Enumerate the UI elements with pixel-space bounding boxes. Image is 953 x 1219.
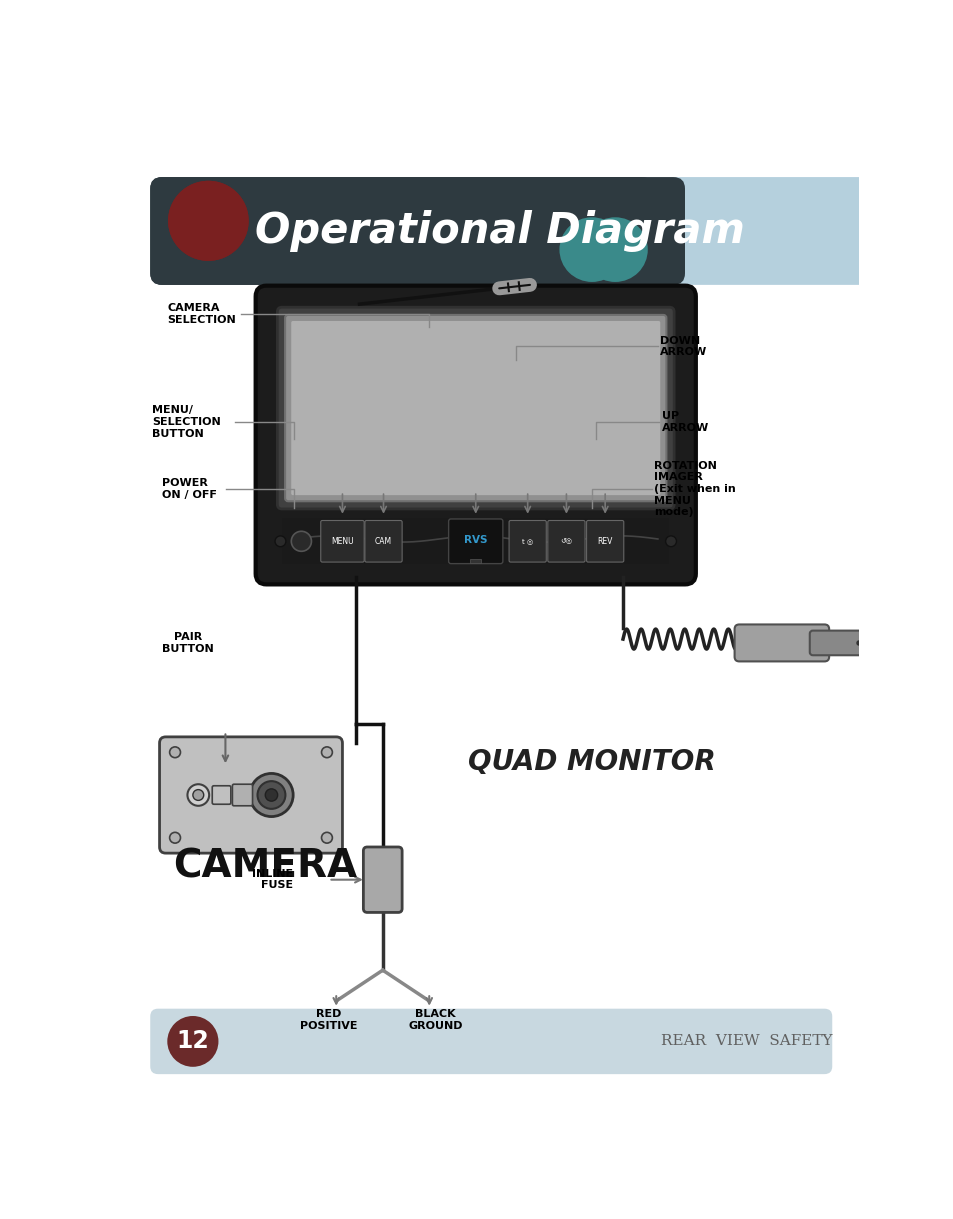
Circle shape — [558, 217, 624, 282]
Circle shape — [167, 1015, 218, 1067]
Circle shape — [187, 784, 209, 806]
Text: MENU/
SELECTION
BUTTON: MENU/ SELECTION BUTTON — [152, 406, 220, 439]
Circle shape — [257, 781, 285, 809]
FancyBboxPatch shape — [572, 177, 869, 285]
Text: PAIR
BUTTON: PAIR BUTTON — [162, 633, 213, 653]
Text: RVS: RVS — [463, 535, 487, 545]
Circle shape — [321, 747, 332, 758]
Text: CAMERA: CAMERA — [173, 847, 357, 885]
FancyBboxPatch shape — [586, 521, 623, 562]
Text: 12: 12 — [176, 1029, 209, 1053]
FancyBboxPatch shape — [233, 784, 253, 806]
FancyBboxPatch shape — [255, 285, 695, 584]
FancyBboxPatch shape — [320, 521, 364, 562]
FancyBboxPatch shape — [448, 519, 502, 563]
Text: CAM: CAM — [375, 536, 392, 546]
Circle shape — [250, 773, 293, 817]
Circle shape — [582, 217, 647, 282]
FancyBboxPatch shape — [150, 1008, 831, 1074]
FancyBboxPatch shape — [809, 630, 865, 656]
Text: Operational Diagram: Operational Diagram — [254, 210, 744, 252]
Circle shape — [170, 747, 180, 758]
FancyBboxPatch shape — [363, 847, 402, 913]
FancyBboxPatch shape — [212, 786, 231, 805]
Text: REAR  VIEW  SAFETY: REAR VIEW SAFETY — [660, 1035, 832, 1048]
Circle shape — [170, 833, 180, 844]
FancyBboxPatch shape — [365, 521, 402, 562]
Circle shape — [168, 180, 249, 261]
Circle shape — [168, 180, 249, 261]
Bar — [282, 518, 669, 564]
FancyBboxPatch shape — [547, 521, 584, 562]
FancyBboxPatch shape — [291, 321, 660, 496]
Text: INLINE
FUSE: INLINE FUSE — [253, 868, 294, 890]
Text: BLACK
GROUND: BLACK GROUND — [408, 1009, 462, 1031]
Text: DOWN
ARROW: DOWN ARROW — [659, 335, 707, 357]
Text: ↺◎: ↺◎ — [559, 539, 572, 545]
FancyBboxPatch shape — [159, 736, 342, 853]
Circle shape — [665, 536, 676, 546]
FancyBboxPatch shape — [509, 521, 546, 562]
Circle shape — [321, 833, 332, 844]
Text: UP
ARROW: UP ARROW — [661, 411, 708, 433]
FancyBboxPatch shape — [285, 315, 666, 501]
FancyBboxPatch shape — [734, 624, 828, 662]
Text: REV: REV — [597, 536, 612, 546]
FancyBboxPatch shape — [150, 177, 654, 285]
Text: t ◎: t ◎ — [521, 539, 533, 545]
Circle shape — [291, 531, 311, 551]
Circle shape — [265, 789, 277, 801]
Text: QUAD MONITOR: QUAD MONITOR — [468, 748, 715, 777]
Text: POWER
ON / OFF: POWER ON / OFF — [162, 478, 216, 500]
Text: MENU: MENU — [331, 536, 354, 546]
Text: RED
POSITIVE: RED POSITIVE — [299, 1009, 356, 1031]
Text: ROTATION
IMAGER
(Exit when in
MENU
mode): ROTATION IMAGER (Exit when in MENU mode) — [654, 461, 735, 517]
FancyBboxPatch shape — [277, 307, 674, 510]
Circle shape — [274, 536, 286, 546]
Text: CAMERA
SELECTION: CAMERA SELECTION — [167, 304, 235, 325]
Bar — [470, 560, 480, 563]
FancyBboxPatch shape — [150, 177, 684, 285]
Circle shape — [193, 790, 204, 801]
